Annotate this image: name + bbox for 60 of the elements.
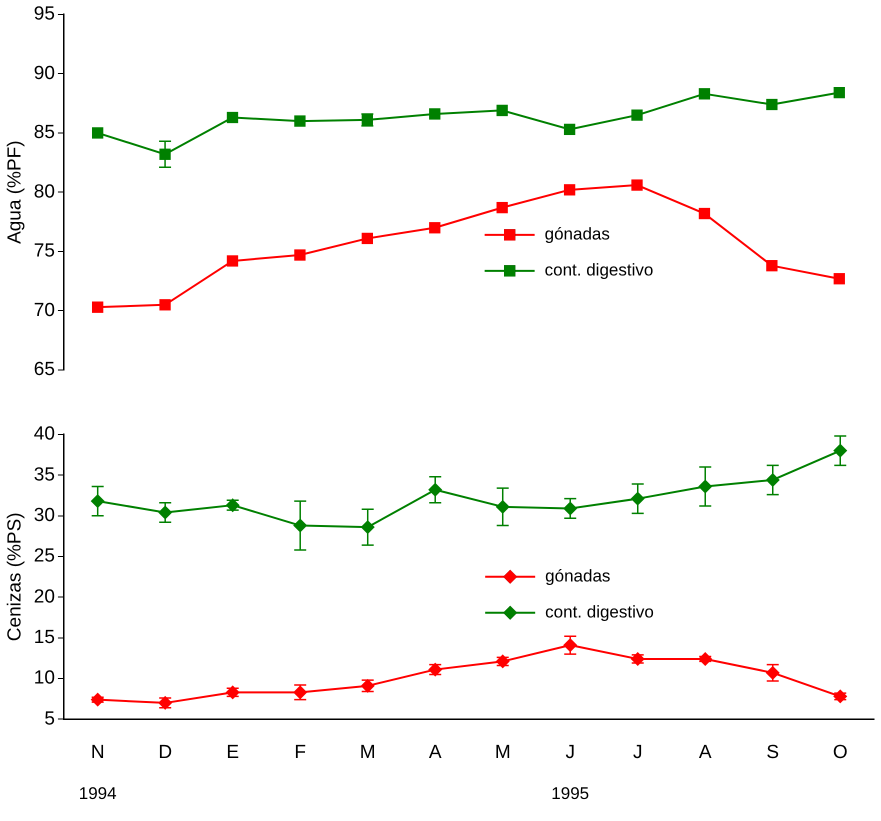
point xyxy=(564,124,576,136)
y-tick-label: 75 xyxy=(34,240,55,262)
y-tick-label: 65 xyxy=(34,359,55,380)
x-tick-label: J xyxy=(565,742,575,763)
y-axis-title: Cenizas (%PS) xyxy=(4,512,26,642)
y-tick-label: 10 xyxy=(34,668,55,689)
point xyxy=(630,652,645,666)
point xyxy=(92,127,104,139)
x-tick-label: E xyxy=(226,742,240,763)
x-tick-label: A xyxy=(698,742,712,763)
y-tick-label: 15 xyxy=(34,627,55,648)
point xyxy=(429,222,440,234)
point xyxy=(226,255,238,267)
point xyxy=(496,654,510,668)
point xyxy=(496,202,508,214)
y-tick-label: 90 xyxy=(34,62,55,84)
x-tick-label: O xyxy=(832,742,848,763)
text: 1995 xyxy=(551,784,590,804)
point xyxy=(159,299,171,310)
y-tick-label: 80 xyxy=(34,181,55,202)
legend-label: gónadas xyxy=(544,224,610,244)
y-tick-label: 70 xyxy=(34,300,55,321)
x-tick-label: J xyxy=(632,742,642,763)
x-tick-label: F xyxy=(294,742,306,763)
point xyxy=(834,273,845,284)
y-tick-label: 5 xyxy=(44,708,55,730)
y-tick-label: 25 xyxy=(34,546,55,567)
y-tick-label: 20 xyxy=(34,586,55,608)
y-tick-label: 95 xyxy=(34,4,55,25)
point xyxy=(429,108,440,120)
x-tick-label: M xyxy=(494,742,511,763)
point xyxy=(698,88,710,100)
text: 1994 xyxy=(78,784,117,804)
point xyxy=(226,685,240,700)
point xyxy=(834,86,845,98)
point xyxy=(766,260,778,272)
x-tick-label: S xyxy=(766,742,780,763)
y-tick-label: 35 xyxy=(34,464,55,486)
point xyxy=(362,232,373,244)
legend-label: gónadas xyxy=(545,566,610,586)
point xyxy=(631,179,643,191)
point xyxy=(294,115,306,127)
x-tick-label: A xyxy=(428,742,442,763)
y-tick-label: 40 xyxy=(34,424,55,445)
point xyxy=(496,104,508,116)
legend-label: cont. digestivo xyxy=(545,602,654,622)
point xyxy=(564,184,576,196)
point xyxy=(294,249,306,261)
point xyxy=(226,112,238,124)
y-axis-title: Agua (%PF) xyxy=(4,140,26,244)
y-tick-label: 30 xyxy=(34,505,55,526)
x-tick-label: N xyxy=(90,742,105,763)
x-tick-label: D xyxy=(158,742,172,763)
point xyxy=(92,302,104,313)
point xyxy=(698,208,710,220)
point xyxy=(766,98,778,110)
y-tick-label: 85 xyxy=(34,122,55,144)
point xyxy=(631,109,643,121)
legend-label: cont. digestivo xyxy=(544,260,654,280)
x-tick-label: M xyxy=(360,742,376,763)
